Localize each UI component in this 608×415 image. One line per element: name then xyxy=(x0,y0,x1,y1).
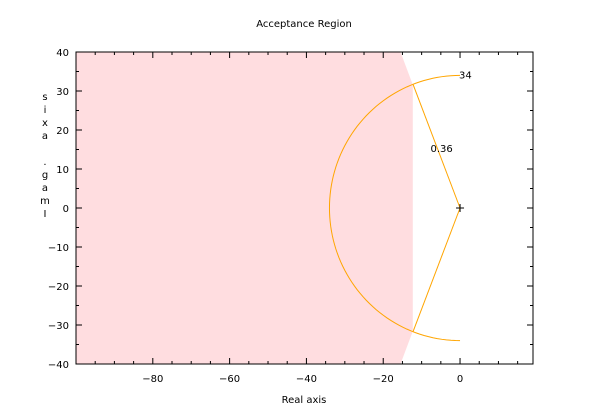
y-tick-label: −30 xyxy=(48,321,69,332)
y-tick-label: 20 xyxy=(56,126,69,137)
y-tick-label: −40 xyxy=(48,360,69,371)
natural-frequency-curve xyxy=(328,74,461,342)
y-tick-label: 40 xyxy=(56,48,69,59)
y-tick-label: −10 xyxy=(48,243,69,254)
y-tick-label: 0 xyxy=(63,204,69,215)
natural-frequency-label: 34 xyxy=(459,70,472,81)
origin-marker xyxy=(456,204,465,212)
x-tick-label: −60 xyxy=(219,374,240,385)
y-tick-label: 30 xyxy=(56,87,69,98)
y-tick-label: −20 xyxy=(48,282,69,293)
x-axis-label: Real axis xyxy=(282,395,327,406)
x-tick-label: −80 xyxy=(142,374,163,385)
damping-ratio-line-lower xyxy=(412,207,461,332)
x-tick-label: −40 xyxy=(296,374,317,385)
damping-ratio-line-upper xyxy=(412,84,461,209)
chart-title: Acceptance Region xyxy=(256,19,352,30)
acceptance-region xyxy=(76,52,413,364)
damping-ratio-label: 0.36 xyxy=(431,144,453,155)
x-tick-label: −20 xyxy=(373,374,394,385)
y-tick-label: 10 xyxy=(56,165,69,176)
x-tick-label: 0 xyxy=(457,374,463,385)
